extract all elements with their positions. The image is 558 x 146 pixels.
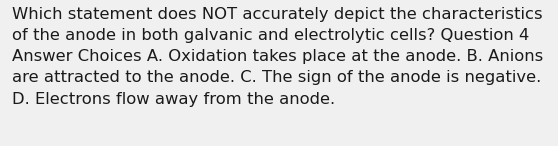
Text: Which statement does NOT accurately depict the characteristics
of the anode in b: Which statement does NOT accurately depi… [12, 7, 543, 107]
